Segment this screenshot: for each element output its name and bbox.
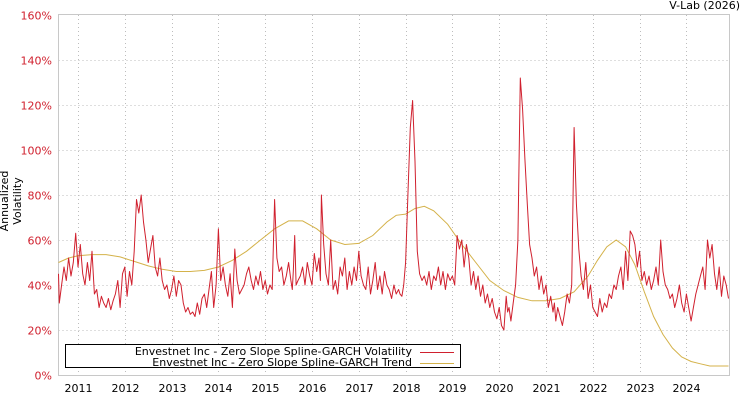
y-tick-label: 20% [28, 325, 52, 338]
grid-lines [58, 15, 730, 375]
x-tick-label: 2019 [439, 382, 467, 395]
y-axis-label: Annualized Volatility [0, 170, 24, 232]
x-tick-label: 2021 [533, 382, 561, 395]
legend-swatch-red-line-icon [420, 351, 454, 353]
y-tick-label: 140% [21, 55, 52, 68]
x-tick-label: 2024 [673, 382, 701, 395]
y-tick-label: 0% [35, 370, 52, 383]
legend-label: Envestnet Inc - Zero Slope Spline-GARCH … [152, 356, 412, 369]
x-tick-label: 2013 [159, 382, 187, 395]
y-tick-label: 80% [28, 190, 52, 203]
legend-label: Envestnet Inc - Zero Slope Spline-GARCH … [134, 345, 412, 358]
x-tick-label: 2011 [65, 382, 93, 395]
volatility-line [58, 77, 729, 331]
x-tick-label: 2012 [112, 382, 140, 395]
x-tick-label: 2023 [627, 382, 655, 395]
x-tick-label: 2018 [393, 382, 421, 395]
legend-swatch-gold-line-icon [420, 362, 454, 364]
y-tick-label: 160% [21, 10, 52, 23]
plot-frame [58, 14, 730, 376]
legend: Envestnet Inc - Zero Slope Spline-GARCH … [65, 344, 461, 369]
x-tick-label: 2015 [252, 382, 280, 395]
legend-item-volatility: Envestnet Inc - Zero Slope Spline-GARCH … [135, 346, 454, 358]
x-tick-label: 2020 [486, 382, 514, 395]
legend-item-trend: Envestnet Inc - Zero Slope Spline-GARCH … [152, 357, 454, 369]
y-tick-label: 100% [21, 145, 52, 158]
credit-label: V-Lab (2026) [669, 0, 740, 12]
x-tick-label: 2022 [580, 382, 608, 395]
trend-line [58, 205, 729, 367]
x-tick-label: 2014 [205, 382, 233, 395]
x-axis-ticks: 2011 2012 2013 2014 2015 2016 2017 2018 2019 2020… [65, 382, 701, 395]
x-tick-label: 2017 [346, 382, 374, 395]
y-tick-label: 120% [21, 100, 52, 113]
y-tick-label: 60% [28, 235, 52, 248]
y-tick-label: 40% [28, 280, 52, 293]
x-tick-label: 2016 [299, 382, 327, 395]
y-axis-ticks: 0% 20% 40% 60% 80% 100% 120% 140% 160% [21, 10, 52, 383]
